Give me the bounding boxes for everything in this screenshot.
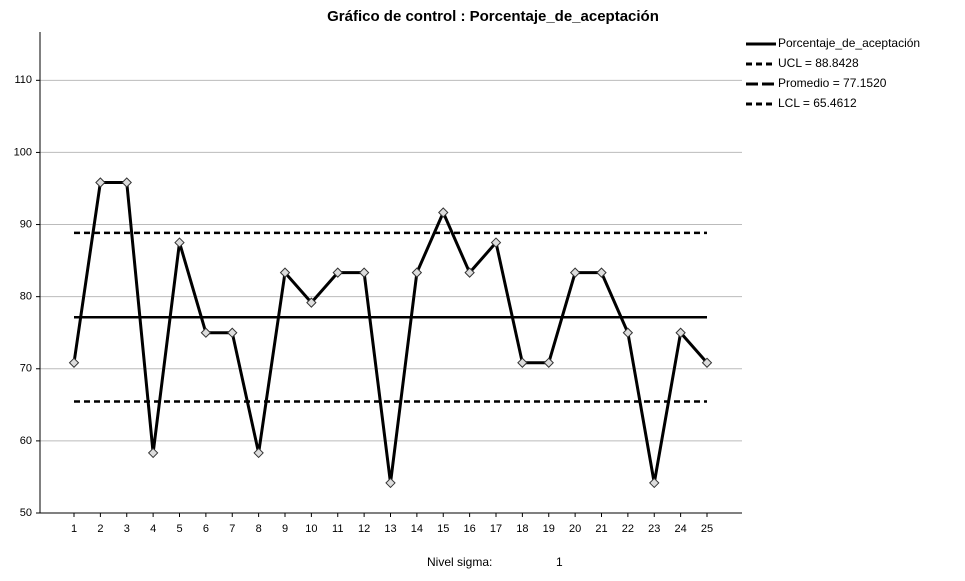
point-marker: [95, 177, 106, 188]
y-tick-label: 90: [20, 218, 32, 230]
point-marker: [279, 267, 291, 278]
point-marker: [438, 207, 449, 218]
point-marker: [227, 327, 238, 338]
x-tick-label: 12: [358, 523, 370, 535]
x-tick-label: 9: [282, 523, 288, 535]
x-tick-label: 16: [464, 523, 476, 535]
x-tick-label: 5: [176, 523, 182, 535]
point-marker: [306, 297, 317, 308]
point-marker: [385, 477, 396, 489]
x-tick-label: 4: [150, 523, 156, 535]
x-tick-label: 23: [648, 523, 660, 535]
x-tick-label: 22: [622, 523, 634, 535]
x-tick-label: 10: [305, 523, 317, 535]
y-tick-label: 70: [20, 363, 32, 375]
y-tick-label: 80: [20, 291, 32, 303]
point-marker: [332, 267, 343, 278]
x-tick-label: 3: [124, 523, 130, 535]
x-tick-label: 14: [411, 523, 423, 535]
point-marker: [517, 357, 528, 368]
point-marker: [358, 267, 370, 278]
x-tick-label: 17: [490, 523, 502, 535]
point-marker: [121, 177, 132, 188]
point-marker: [200, 327, 212, 338]
point-marker: [675, 327, 686, 338]
point-marker: [569, 267, 581, 278]
x-tick-label: 18: [516, 523, 528, 535]
point-marker: [701, 357, 713, 368]
footer-value: 1: [556, 555, 563, 569]
legend-label: Promedio = 77.1520: [778, 76, 887, 90]
y-tick-label: 110: [14, 74, 32, 86]
data-line: [72, 181, 709, 484]
point-marker: [622, 327, 634, 338]
x-tick-label: 11: [332, 523, 343, 535]
y-tick-label: 60: [20, 435, 32, 447]
point-marker: [490, 237, 502, 248]
point-marker: [253, 447, 264, 459]
x-tick-label: 7: [229, 523, 235, 535]
x-tick-label: 1: [71, 523, 77, 535]
point-marker: [68, 357, 80, 368]
x-tick-label: 25: [701, 523, 713, 535]
point-marker: [174, 237, 185, 248]
x-tick-label: 20: [569, 523, 581, 535]
point-marker: [411, 267, 423, 278]
legend-label: LCL = 65.4612: [778, 96, 857, 110]
footer-label: Nivel sigma:: [427, 555, 492, 569]
point-marker: [596, 267, 607, 278]
x-tick-label: 21: [595, 523, 607, 535]
x-tick-label: 2: [97, 523, 103, 535]
y-tick-label: 100: [14, 146, 32, 158]
x-tick-label: 15: [437, 523, 449, 535]
x-tick-label: 6: [203, 523, 209, 535]
x-tick-label: 24: [675, 523, 687, 535]
x-tick-label: 13: [384, 523, 396, 535]
point-marker: [147, 447, 159, 459]
legend-label: Porcentaje_de_aceptación: [778, 36, 920, 50]
point-marker: [543, 357, 554, 368]
point-marker: [464, 267, 475, 278]
x-tick-label: 19: [543, 523, 555, 535]
chart-title: Gráfico de control : Porcentaje_de_acept…: [327, 8, 659, 25]
y-tick-label: 50: [20, 507, 32, 519]
legend-label: UCL = 88.8428: [778, 56, 859, 70]
x-tick-label: 8: [256, 523, 262, 535]
point-marker: [649, 477, 660, 489]
